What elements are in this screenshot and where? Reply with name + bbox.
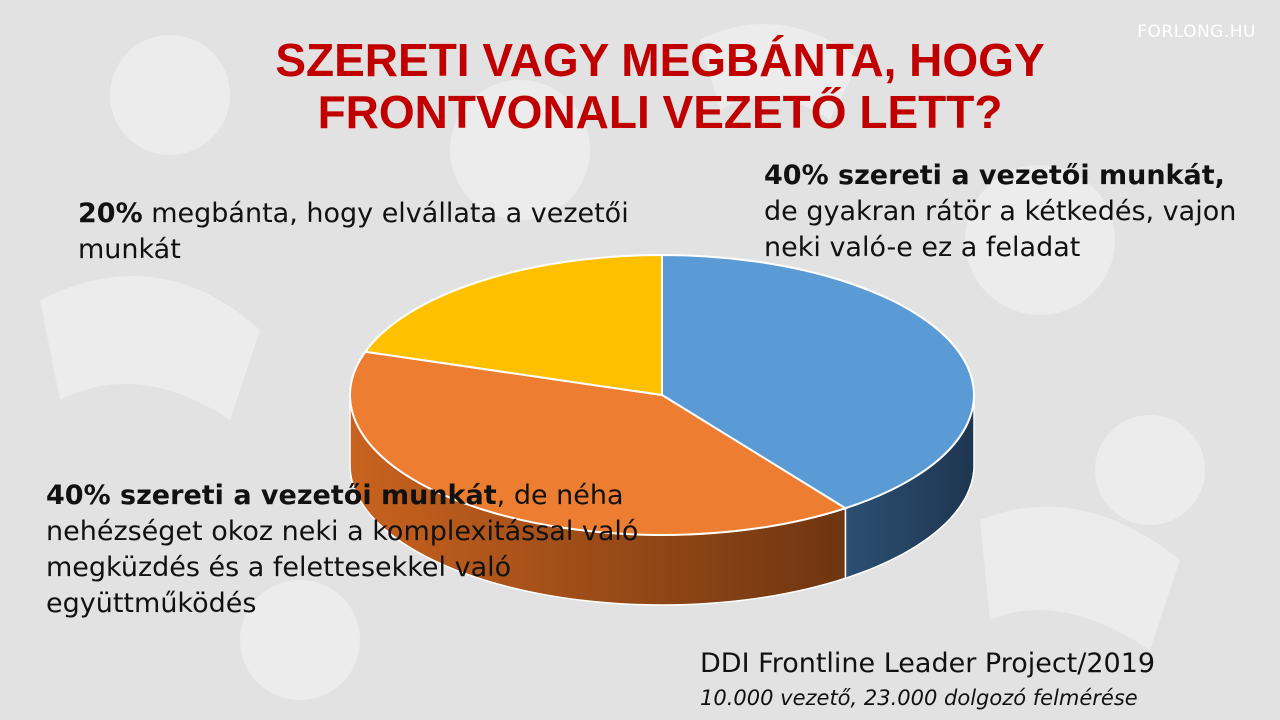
slice-label-yellow-bold: 20%	[78, 198, 143, 229]
slice-label-yellow: 20% megbánta, hogy elvállata a vezetői m…	[78, 196, 638, 268]
pie-slice-yellow	[364, 254, 663, 396]
source-title: DDI Frontline Leader Project/2019	[700, 648, 1156, 679]
slice-label-blue-bold: 40% szereti a vezetői munkát,	[764, 160, 1225, 191]
slice-label-orange-text: , de néha nehézséget okoz neki a komplex…	[46, 480, 639, 619]
pie-slice-orange	[349, 350, 847, 536]
slice-label-yellow-text: megbánta, hogy elvállata a vezetői munká…	[78, 198, 629, 265]
title-line-1: SZERETI VAGY MEGBÁNTA, HOGY	[275, 34, 1045, 86]
source-subtitle: 10.000 vezető, 23.000 dolgozó felmérése	[700, 686, 1138, 710]
slice-label-orange: 40% szereti a vezetői munkát, de néha ne…	[46, 478, 686, 622]
slice-label-blue: 40% szereti a vezetői munkát, de gyakran…	[764, 158, 1264, 266]
pie-slice-blue	[661, 254, 975, 510]
brand-watermark: FORLONG.HU	[1137, 22, 1256, 42]
title-line-2: FRONTVONALI VEZETŐ LETT?	[317, 86, 1003, 138]
slice-label-orange-bold: 40% szereti a vezetői munkát	[46, 480, 497, 511]
page-title: SZERETI VAGY MEGBÁNTA, HOGY FRONTVONALI …	[160, 34, 1160, 138]
slice-label-blue-text: de gyakran rátör a kétkedés, vajon neki …	[764, 196, 1237, 263]
